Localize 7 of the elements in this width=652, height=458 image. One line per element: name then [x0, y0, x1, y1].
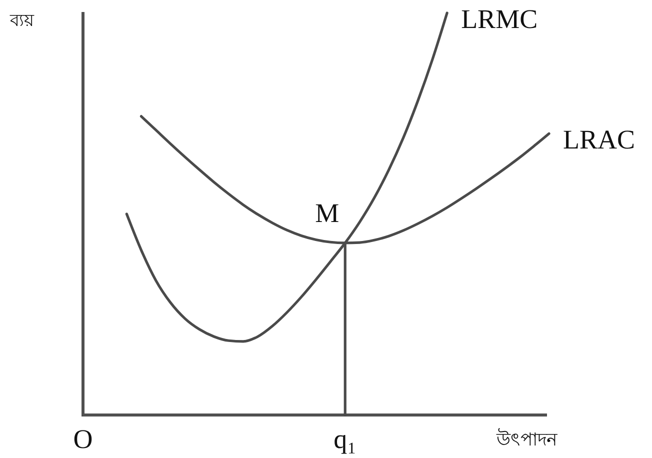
x-axis-title: উৎপাদন — [496, 428, 558, 450]
y-axis-title: ব্যয় — [9, 11, 35, 31]
x-tick-label: q₁ — [334, 424, 357, 454]
series-label: LRMC — [461, 4, 538, 34]
series-label: LRAC — [563, 124, 636, 155]
annotation: M — [315, 198, 340, 228]
x-tick-label: O — [73, 424, 93, 454]
